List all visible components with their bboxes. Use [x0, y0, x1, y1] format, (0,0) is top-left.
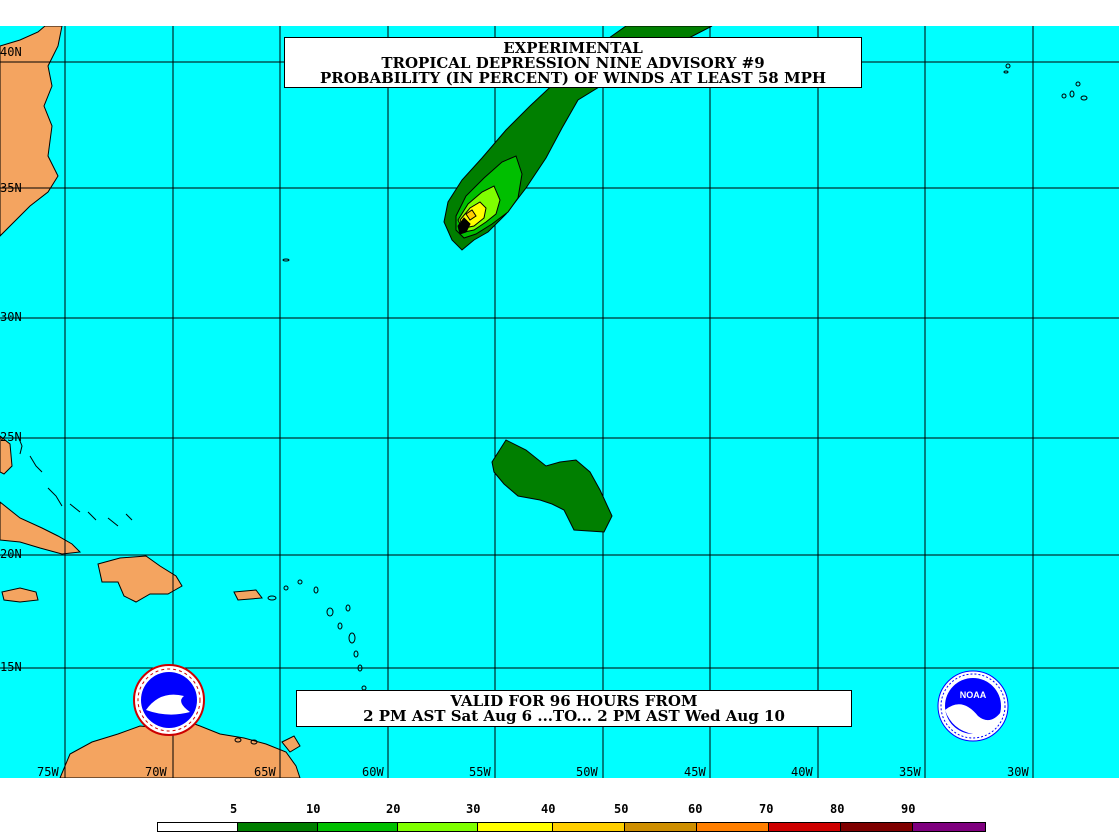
longitude-label-35w: 35W: [899, 765, 921, 779]
south-america: [59, 719, 301, 778]
legend-label-80: 80: [830, 802, 845, 816]
longitude-label-60w: 60W: [362, 765, 384, 779]
puerto-rico: [233, 589, 263, 601]
legend-label-60: 60: [688, 802, 703, 816]
legend-swatch: [158, 823, 238, 831]
jamaica: [1, 587, 39, 603]
legend-swatch: [398, 823, 478, 831]
legend-swatch: [478, 823, 553, 831]
validity-line-1: VALID FOR 96 HOURS FROM: [450, 692, 698, 710]
latitude-label-30n: 30N: [0, 310, 22, 324]
legend-swatch: [769, 823, 841, 831]
probability-area-south: [491, 439, 613, 533]
legend-swatch: [913, 823, 985, 831]
probability-swath-north: [443, 26, 713, 251]
longitude-label-45w: 45W: [684, 765, 706, 779]
us-east-coast: [0, 26, 63, 237]
longitude-label-55w: 55W: [469, 765, 491, 779]
contour-5-10-south: [491, 439, 613, 533]
legend-label-90: 90: [901, 802, 916, 816]
longitude-label-75w: 75W: [37, 765, 59, 779]
map-title: EXPERIMENTAL TROPICAL DEPRESSION NINE AD…: [284, 37, 862, 88]
validity-line-2: 2 PM AST Sat Aug 6 ...TO... 2 PM AST Wed…: [363, 707, 785, 725]
latitude-label-20n: 20N: [0, 547, 22, 561]
title-line-2: TROPICAL DEPRESSION NINE ADVISORY #9: [381, 54, 765, 72]
probability-map: NOAA: [0, 26, 1119, 778]
longitude-label-65w: 65W: [254, 765, 276, 779]
legend-label-20: 20: [386, 802, 401, 816]
legend-swatch: [238, 823, 318, 831]
legend-swatch: [318, 823, 398, 831]
hispaniola: [97, 555, 183, 603]
title-line-1: EXPERIMENTAL: [503, 39, 643, 57]
legend-swatch: [625, 823, 697, 831]
latitude-label-35n: 35N: [0, 181, 22, 195]
latitude-label-40n: 40N: [0, 45, 22, 59]
ocean: [0, 26, 1119, 778]
title-line-3: PROBABILITY (IN PERCENT) OF WINDS AT LEA…: [319, 69, 827, 87]
contour-core: [457, 217, 471, 235]
legend-swatch: [841, 823, 913, 831]
latitude-label-25n: 25N: [0, 430, 22, 444]
cuba: [0, 501, 82, 555]
longitude-label-40w: 40W: [791, 765, 813, 779]
noaa-logo: NOAA: [937, 670, 1009, 742]
land: [0, 26, 301, 778]
contour-40-50: [465, 209, 477, 221]
legend-label-70: 70: [759, 802, 774, 816]
national-weather-service-logo: [133, 664, 205, 736]
graticule: [0, 26, 1119, 778]
legend-swatch: [697, 823, 769, 831]
legend-color-bar: [157, 822, 986, 832]
latitude-label-15n: 15N: [0, 660, 22, 674]
legend-label-10: 10: [306, 802, 321, 816]
validity-period: VALID FOR 96 HOURS FROM 2 PM AST Sat Aug…: [296, 690, 852, 727]
longitude-label-50w: 50W: [576, 765, 598, 779]
noaa-logo-text: NOAA: [960, 690, 987, 700]
longitude-label-30w: 30W: [1007, 765, 1029, 779]
legend-label-40: 40: [541, 802, 556, 816]
trinidad: [281, 735, 301, 753]
legend-label-5: 5: [230, 802, 238, 816]
legend-swatch: [553, 823, 625, 831]
legend-label-30: 30: [466, 802, 481, 816]
longitude-label-70w: 70W: [145, 765, 167, 779]
florida: [0, 435, 13, 475]
legend-label-50: 50: [614, 802, 629, 816]
